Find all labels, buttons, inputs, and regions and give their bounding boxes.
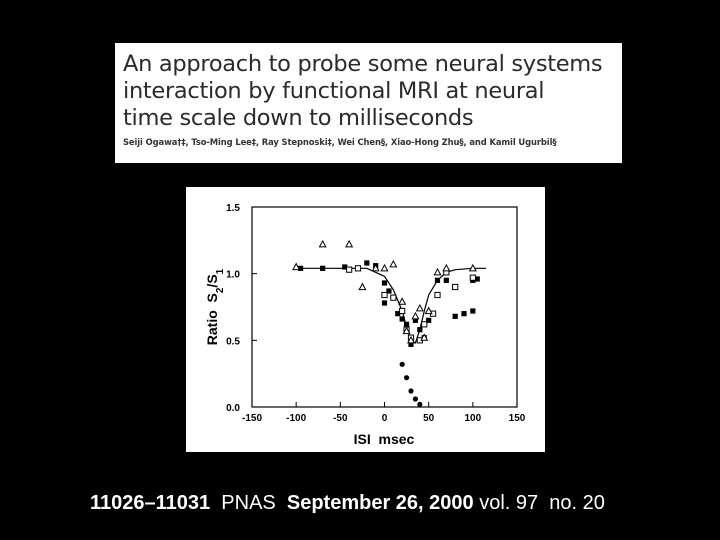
data-point-filled-square [408, 341, 414, 347]
data-point-filled-square [426, 317, 432, 323]
data-point-open-triangle [411, 311, 420, 320]
data-point-open-triangle [389, 259, 398, 268]
data-point-open-square [434, 291, 441, 299]
data-point-filled-square [320, 265, 326, 271]
x-tick-label: -100 [286, 413, 306, 424]
data-point-filled-square [381, 280, 388, 286]
data-point-filled-square [395, 311, 401, 317]
data-point-open-triangle [358, 282, 367, 291]
data-point-filled-square [412, 317, 419, 323]
data-point-open-triangle [402, 326, 411, 335]
paper-title-line: time scale down to milliseconds [123, 105, 474, 131]
data-point-open-triangle [424, 306, 433, 315]
paper-title-line: An approach to probe some neural systems [123, 51, 603, 77]
data-point-filled-square [386, 288, 392, 294]
data-point-open-square [346, 266, 353, 273]
data-point-filled-square [452, 313, 458, 319]
data-point-open-square [390, 294, 397, 301]
citation: 11026–11031 PNAS September 26, 2000 vol.… [90, 492, 715, 515]
data-point-filled-square [364, 260, 370, 266]
data-point-filled-circle [399, 361, 405, 367]
data-point-filled-circle [412, 396, 419, 402]
data-point-open-triangle [292, 262, 301, 271]
y-tick-label: 0.5 [226, 336, 240, 347]
x-tick-label: 150 [509, 413, 526, 424]
plot-frame [251, 206, 518, 408]
data-point-open-square [452, 283, 459, 291]
data-point-filled-square [470, 308, 476, 314]
paper-title-line: interaction by functional MRI at neural [123, 78, 545, 104]
data-point-filled-square [381, 300, 388, 306]
x-tick-label: -50 [333, 413, 348, 424]
figure: -150 -100 -50 0 50 100 150 0.0 0.5 1.0 1.5 Ratio S… [186, 187, 545, 452]
fit-curve [296, 267, 487, 344]
data-point-open-square [381, 291, 388, 299]
citation-journal: PNAS [221, 492, 276, 514]
data-point-open-triangle [380, 263, 389, 272]
data-point-open-triangle [468, 263, 477, 272]
data-point-open-triangle [415, 303, 424, 312]
data-point-open-square [421, 321, 428, 328]
data-point-open-triangle [406, 335, 416, 344]
data-point-filled-square [417, 327, 423, 333]
y-tick-label: 1.5 [226, 203, 240, 214]
paper-title: An approach to probe some neural systems… [123, 51, 614, 132]
data-point-open-triangle [345, 239, 354, 248]
data-point-filled-square [403, 321, 410, 327]
x-axis-label: ISI msec [354, 431, 415, 447]
citation-volume: vol. 97 [479, 492, 539, 514]
data-point-filled-square [342, 264, 348, 270]
data-point-open-triangle [318, 239, 327, 248]
data-point-open-square [354, 265, 362, 272]
data-point-filled-square [399, 316, 405, 322]
data-point-filled-circle [408, 388, 414, 394]
y-tick-label: 0.0 [226, 403, 240, 414]
data-point-open-triangle [442, 263, 451, 272]
x-tick-label: 0 [382, 413, 388, 424]
paper-authors: Seiji Ogawa†‡, Tso-Ming Lee‡, Ray Stepno… [123, 137, 557, 147]
y-tick-label: 1.0 [226, 270, 240, 281]
data-point-open-triangle [420, 333, 429, 341]
scatter-chart: -150 -100 -50 0 50 100 150 0.0 0.5 1.0 1.5 Ratio S… [204, 203, 526, 447]
data-point-filled-square [474, 276, 480, 282]
data-point-open-square [399, 307, 406, 315]
y-axis-label: Ratio S2/S1 [204, 268, 226, 345]
citation-pages: 11026–11031 [90, 492, 211, 514]
x-tick-label: -150 [242, 413, 262, 424]
x-tick-label: 100 [464, 413, 481, 424]
data-point-open-triangle [371, 263, 380, 272]
data-point-open-triangle [433, 267, 442, 276]
citation-date: September 26, 2000 [286, 492, 474, 514]
data-point-filled-square [434, 277, 441, 283]
data-point-filled-circle [417, 401, 423, 407]
data-point-filled-circle [403, 375, 410, 381]
paper-header: An approach to probe some neural systems… [115, 43, 622, 163]
data-point-filled-square [461, 311, 467, 317]
data-point-open-square [469, 274, 476, 281]
data-point-open-triangle [398, 297, 407, 305]
citation-number: no. 20 [549, 492, 605, 514]
x-tick-label: 50 [423, 413, 435, 424]
data-point-filled-square [443, 277, 449, 283]
data-point-filled-square [297, 265, 304, 271]
